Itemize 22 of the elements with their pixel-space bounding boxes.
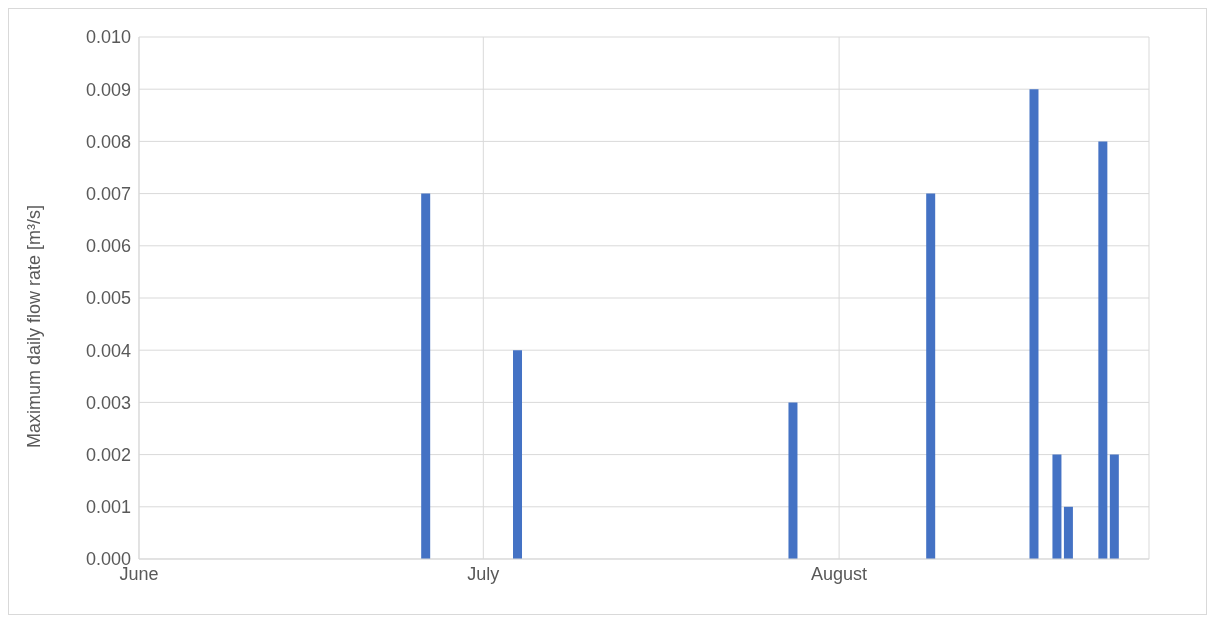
bar — [421, 193, 431, 559]
y-tick-label: 0.007 — [85, 183, 131, 204]
bar — [926, 193, 936, 559]
x-tick-label: July — [467, 563, 500, 584]
bar — [513, 350, 523, 559]
y-tick-label: 0.004 — [85, 340, 131, 361]
bar — [1109, 454, 1119, 559]
bar — [1098, 141, 1108, 559]
y-tick-label: 0.001 — [85, 497, 131, 518]
y-tick-label: 0.006 — [85, 236, 131, 257]
y-tick-label: 0.008 — [85, 131, 131, 152]
bar — [788, 402, 798, 559]
bar — [1052, 454, 1062, 559]
y-tick-label: 0.003 — [85, 392, 131, 413]
y-tick-label: 0.010 — [85, 27, 131, 48]
y-tick-label: 0.009 — [85, 79, 131, 100]
bar — [1029, 89, 1039, 559]
x-tick-label: August — [811, 563, 868, 584]
y-axis-title: Maximum daily flow rate [m³/s] — [24, 204, 45, 448]
y-tick-label: 0.005 — [85, 288, 131, 309]
bar — [1063, 506, 1073, 559]
y-tick-label: 0.002 — [85, 444, 131, 465]
